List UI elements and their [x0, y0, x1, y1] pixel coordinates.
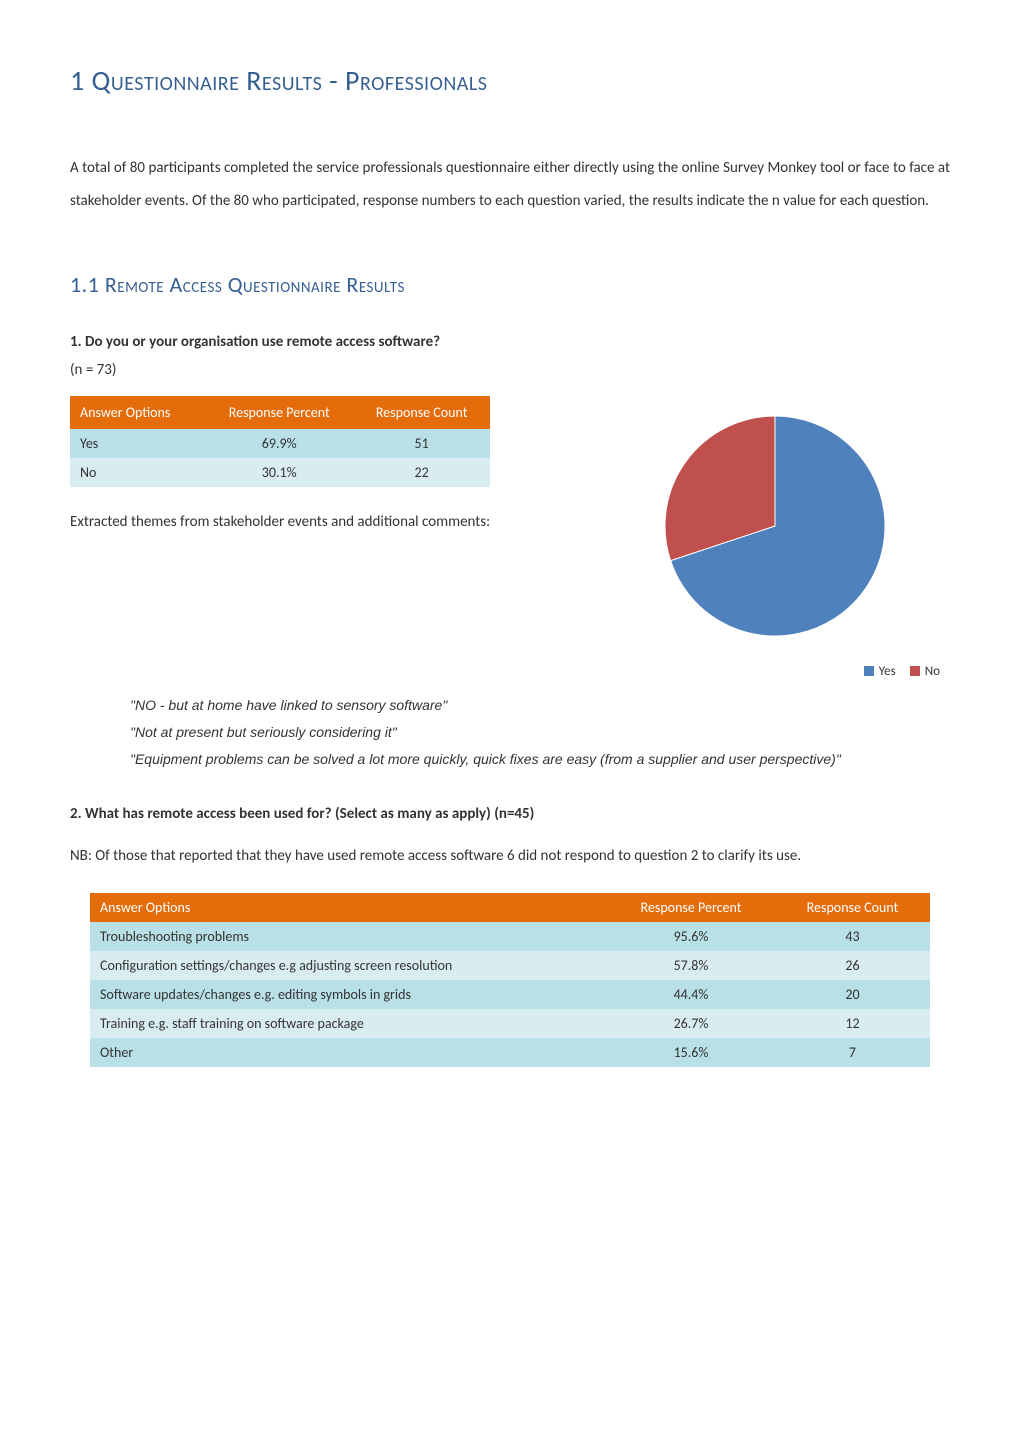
- legend-item-no: No: [910, 662, 940, 682]
- table-header-row: Answer Options Response Percent Response…: [90, 893, 930, 922]
- table-cell: Configuration settings/changes e.g adjus…: [90, 951, 607, 980]
- square-icon: [910, 666, 920, 676]
- table-cell: 7: [775, 1038, 930, 1067]
- table-header: Response Count: [353, 396, 490, 429]
- table-cell: 57.8%: [607, 951, 775, 980]
- themes-intro: Extracted themes from stakeholder events…: [70, 507, 570, 537]
- table-cell: 20: [775, 980, 930, 1009]
- quotes-block: "NO - but at home have linked to sensory…: [130, 693, 950, 773]
- table-cell: No: [70, 458, 205, 487]
- legend-item-yes: Yes: [864, 662, 896, 682]
- table-header-row: Answer Options Response Percent Response…: [70, 396, 490, 429]
- table-cell: Software updates/changes e.g. editing sy…: [90, 980, 607, 1009]
- table-header: Response Percent: [607, 893, 775, 922]
- intro-paragraph: A total of 80 participants completed the…: [70, 152, 950, 218]
- table-cell: 69.9%: [205, 429, 353, 458]
- table-cell: 43: [775, 922, 930, 951]
- q1-left-column: Answer Options Response Percent Response…: [70, 396, 570, 547]
- table-row: Yes 69.9% 51: [70, 429, 490, 458]
- table-cell: 51: [353, 429, 490, 458]
- table-header: Response Percent: [205, 396, 353, 429]
- page-title: 1 Questionnaire Results - Professionals: [70, 60, 950, 102]
- legend-label: Yes: [879, 662, 896, 682]
- table-row: Training e.g. staff training on software…: [90, 1009, 930, 1038]
- table-header: Response Count: [775, 893, 930, 922]
- table-cell: 12: [775, 1009, 930, 1038]
- table-cell: Training e.g. staff training on software…: [90, 1009, 607, 1038]
- square-icon: [864, 666, 874, 676]
- table-cell: 95.6%: [607, 922, 775, 951]
- quote: "Not at present but seriously considerin…: [130, 720, 950, 745]
- question-1-n: (n = 73): [70, 359, 950, 382]
- pie-chart: [610, 406, 940, 646]
- table-cell: 30.1%: [205, 458, 353, 487]
- table-cell: 22: [353, 458, 490, 487]
- question-1-title: 1. Do you or your organisation use remot…: [70, 331, 950, 354]
- table-header: Answer Options: [70, 396, 205, 429]
- table-row: Other 15.6% 7: [90, 1038, 930, 1067]
- legend-label: No: [925, 662, 940, 682]
- q1-table: Answer Options Response Percent Response…: [70, 396, 490, 487]
- quote: "Equipment problems can be solved a lot …: [130, 747, 950, 772]
- table-row: No 30.1% 22: [70, 458, 490, 487]
- table-cell: Other: [90, 1038, 607, 1067]
- table-row: Software updates/changes e.g. editing sy…: [90, 980, 930, 1009]
- section-heading: 1.1 Remote Access Questionnaire Results: [70, 268, 950, 301]
- pie-chart-container: Yes No: [600, 396, 950, 691]
- quote: "NO - but at home have linked to sensory…: [130, 693, 950, 718]
- q2-table: Answer Options Response Percent Response…: [90, 893, 930, 1067]
- chart-legend: Yes No: [610, 662, 940, 682]
- table-cell: Yes: [70, 429, 205, 458]
- table-cell: Troubleshooting problems: [90, 922, 607, 951]
- table-cell: 44.4%: [607, 980, 775, 1009]
- question-2-title: 2. What has remote access been used for?…: [70, 803, 950, 826]
- table-row: Troubleshooting problems 95.6% 43: [90, 922, 930, 951]
- table-row: Configuration settings/changes e.g adjus…: [90, 951, 930, 980]
- table-cell: 15.6%: [607, 1038, 775, 1067]
- q1-row: Answer Options Response Percent Response…: [70, 396, 950, 691]
- table-cell: 26: [775, 951, 930, 980]
- table-header: Answer Options: [90, 893, 607, 922]
- question-2-nb: NB: Of those that reported that they hav…: [70, 840, 950, 873]
- table-cell: 26.7%: [607, 1009, 775, 1038]
